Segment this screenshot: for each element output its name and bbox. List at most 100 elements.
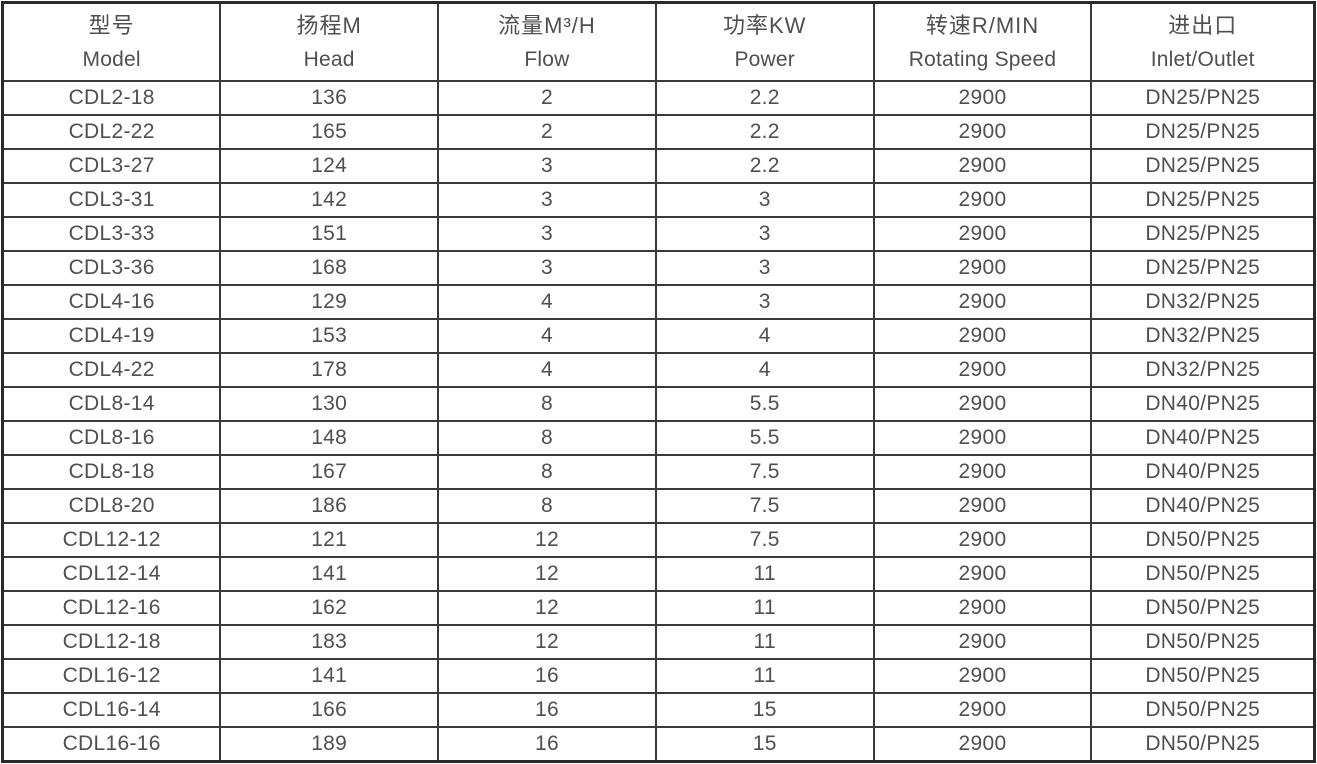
table-cell: 4 [654,318,875,354]
table-cell: CDL8-16 [1,420,222,456]
col-header-power-zh: 功率KW [723,13,807,38]
table-cell: DN50/PN25 [1090,692,1316,728]
table-cell: 3 [654,216,875,252]
table-row: CDL12-14 141 12 11 2900 DN50/PN25 [1,556,1316,592]
table-cell: DN25/PN25 [1090,148,1316,184]
table-cell: 8 [437,386,657,422]
table-cell: 2900 [872,692,1093,728]
table-cell: CDL16-12 [1,658,222,694]
table-cell: 11 [654,658,875,694]
table-cell: 4 [437,318,657,354]
col-header-flow: 流量M³/H Flow [437,1,657,82]
col-header-power: 功率KW Power [654,1,875,82]
col-header-inlet-outlet-zh: 进出口 [1168,13,1238,38]
table-cell: CDL16-16 [1,726,222,763]
table-cell: CDL12-12 [1,522,222,558]
table-cell: 2900 [872,80,1093,116]
table-cell: CDL8-18 [1,454,222,490]
table-row: CDL8-14 130 8 5.5 2900 DN40/PN25 [1,386,1316,422]
table-cell: CDL12-16 [1,590,222,626]
table-row: CDL4-16 129 4 3 2900 DN32/PN25 [1,284,1316,320]
table-cell: CDL12-18 [1,624,222,660]
table-cell: 15 [654,692,875,728]
table-cell: 2900 [872,250,1093,286]
table-cell: 12 [437,624,657,660]
table-cell: 136 [219,80,440,116]
table-cell: DN25/PN25 [1090,114,1316,150]
table-cell: 165 [219,114,440,150]
table-cell: 141 [219,556,440,592]
table-cell: CDL2-22 [1,114,222,150]
table-cell: 3 [437,148,657,184]
table-cell: DN50/PN25 [1090,624,1316,660]
table-cell: DN32/PN25 [1090,352,1316,388]
table-cell: 153 [219,318,440,354]
table-cell: 2900 [872,114,1093,150]
table-row: CDL2-18 136 2 2.2 2900 DN25/PN25 [1,80,1316,116]
table-cell: 16 [437,658,657,694]
table-cell: CDL4-22 [1,352,222,388]
table-cell: 2900 [872,182,1093,218]
table-cell: CDL3-27 [1,148,222,184]
col-header-head-zh: 扬程M [296,13,362,38]
table-cell: 2900 [872,216,1093,252]
col-header-flow-en: Flow [524,48,570,71]
table-cell: 4 [437,352,657,388]
table-row: CDL4-22 178 4 4 2900 DN32/PN25 [1,352,1316,388]
table-cell: 12 [437,556,657,592]
table-cell: DN40/PN25 [1090,488,1316,524]
table-cell: CDL8-20 [1,488,222,524]
table-cell: 168 [219,250,440,286]
table-cell: 2900 [872,488,1093,524]
table-cell: 141 [219,658,440,694]
table-cell: 2900 [872,454,1093,490]
table-cell: 11 [654,556,875,592]
col-header-rotating-speed-en: Rotating Speed [908,48,1057,71]
table-cell: 167 [219,454,440,490]
table-cell: 7.5 [654,454,875,490]
table-cell: 2900 [872,352,1093,388]
table-cell: 3 [654,182,875,218]
table-cell: DN25/PN25 [1090,182,1316,218]
table-cell: 4 [654,352,875,388]
table-cell: 2900 [872,658,1093,694]
table-cell: 16 [437,726,657,763]
table-row: CDL8-20 186 8 7.5 2900 DN40/PN25 [1,488,1316,524]
col-header-flow-zh: 流量M³/H [498,13,596,38]
table-cell: DN25/PN25 [1090,216,1316,252]
table-row: CDL16-12 141 16 11 2900 DN50/PN25 [1,658,1316,694]
table-cell: DN50/PN25 [1090,658,1316,694]
table-cell: CDL2-18 [1,80,222,116]
table-cell: CDL4-16 [1,284,222,320]
table-cell: DN50/PN25 [1090,726,1316,763]
col-header-rotating-speed-zh: 转速R/MIN [925,13,1040,38]
table-cell: CDL8-14 [1,386,222,422]
table-cell: DN40/PN25 [1090,386,1316,422]
table-cell: 186 [219,488,440,524]
table-cell: 129 [219,284,440,320]
table-cell: 7.5 [654,488,875,524]
table-cell: 3 [437,182,657,218]
table-cell: 8 [437,488,657,524]
table-cell: DN32/PN25 [1090,318,1316,354]
table-cell: 11 [654,624,875,660]
table-cell: 2.2 [654,114,875,150]
table-cell: 2900 [872,726,1093,763]
table-cell: 5.5 [654,420,875,456]
table-cell: 12 [437,590,657,626]
col-header-rotating-speed: 转速R/MIN Rotating Speed [872,1,1093,82]
table-cell: CDL3-31 [1,182,222,218]
table-row: CDL3-31 142 3 3 2900 DN25/PN25 [1,182,1316,218]
table-row: CDL12-12 121 12 7.5 2900 DN50/PN25 [1,522,1316,558]
col-header-head-en: Head [303,48,355,71]
table-cell: DN25/PN25 [1090,80,1316,116]
table-cell: 3 [654,250,875,286]
table-cell: 189 [219,726,440,763]
table-cell: 124 [219,148,440,184]
table-row: CDL3-27 124 3 2.2 2900 DN25/PN25 [1,148,1316,184]
table-cell: CDL16-14 [1,692,222,728]
table-cell: DN40/PN25 [1090,454,1316,490]
table-cell: 2900 [872,522,1093,558]
col-header-inlet-outlet: 进出口 Inlet/Outlet [1090,1,1316,82]
